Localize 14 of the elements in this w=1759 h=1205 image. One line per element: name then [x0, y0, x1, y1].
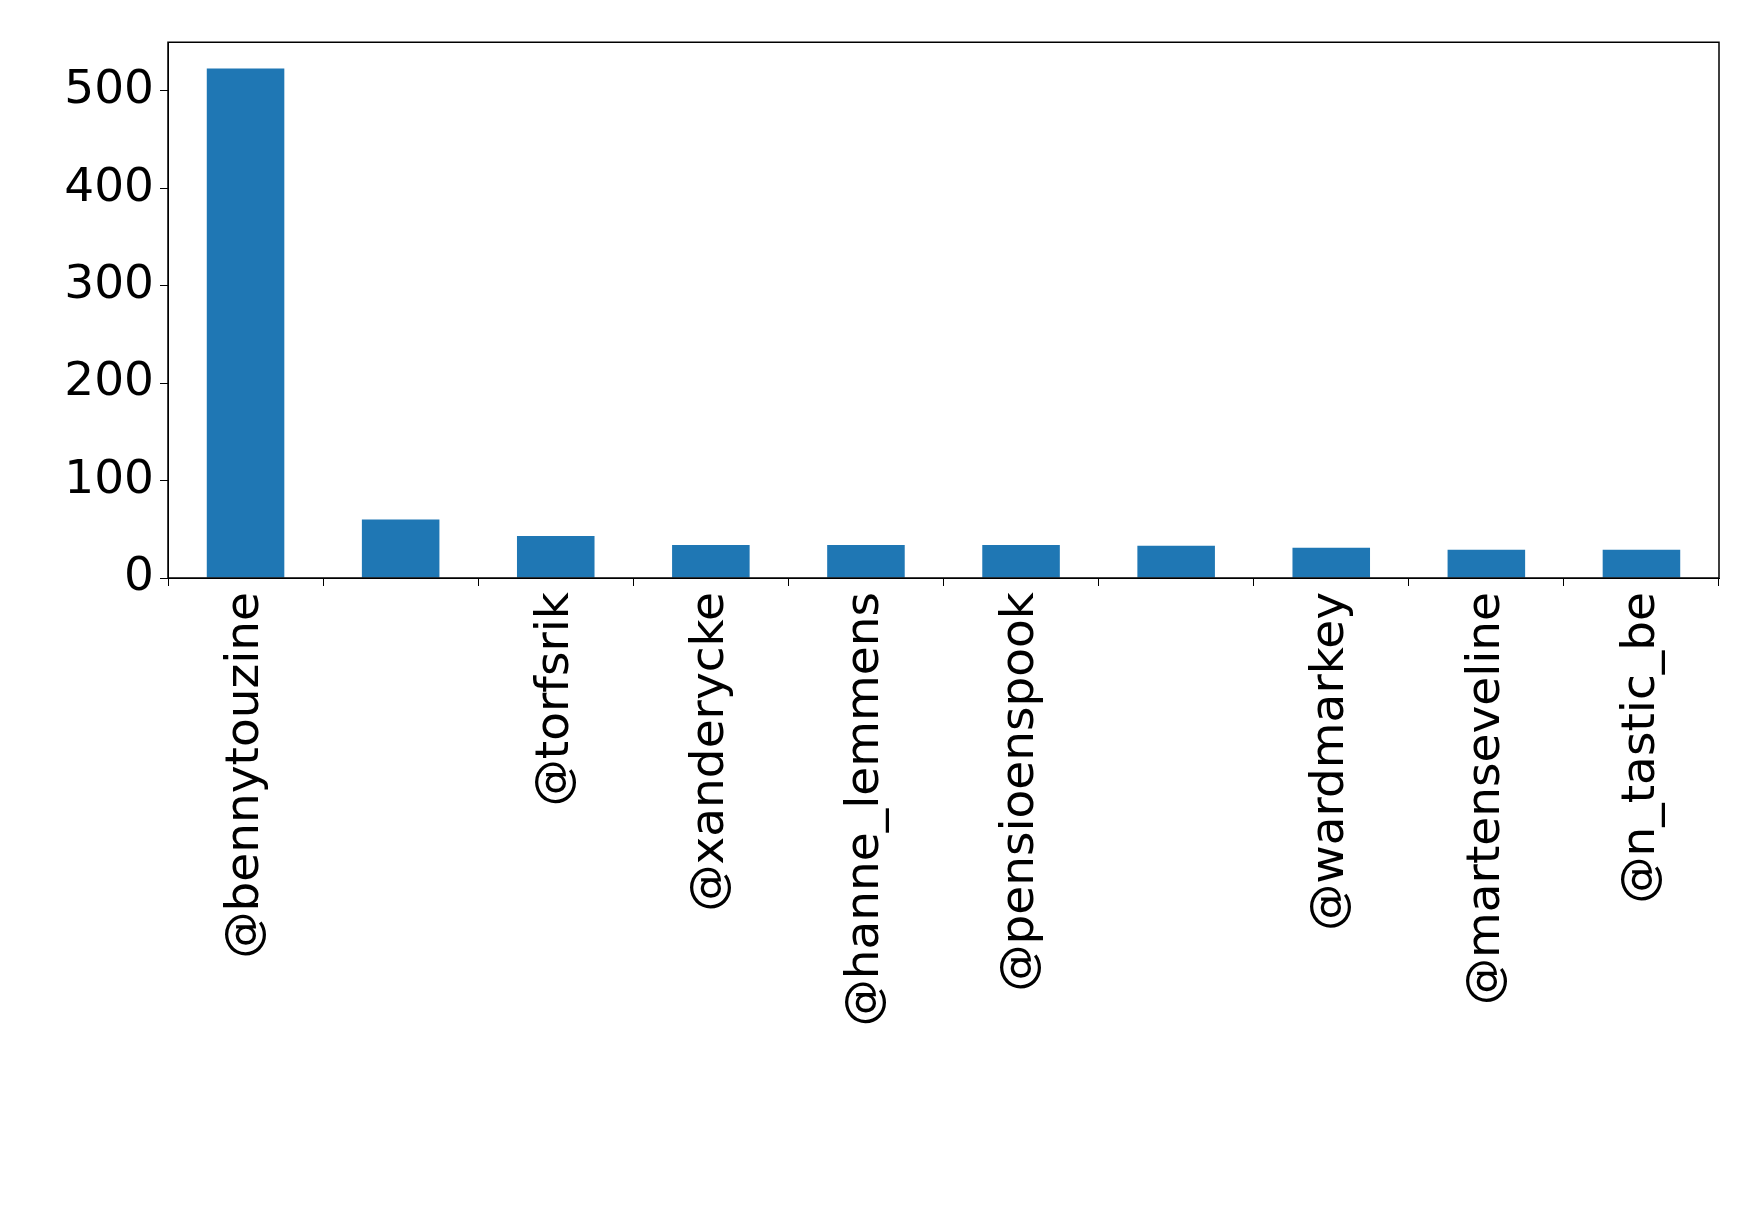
- y-tick-label: 100: [64, 448, 154, 504]
- x-tick-label: @wardmarkey: [1299, 592, 1355, 931]
- x-tick-label: @xanderycke: [679, 592, 735, 912]
- y-tick-label: 300: [64, 253, 154, 309]
- x-tick-label: @martenseveline: [1454, 592, 1510, 1005]
- x-tick-label: @torfsrik: [523, 591, 579, 807]
- y-tick-label: 0: [124, 546, 154, 602]
- x-tick-label: @bennytouzine: [213, 592, 269, 959]
- x-tick-label: @pensioenspook: [989, 591, 1045, 992]
- x-tick-label: @n_tastic_be: [1609, 592, 1665, 904]
- y-tick-label: 400: [64, 156, 154, 212]
- x-tick-label: @hanne_lemmens: [834, 592, 890, 1027]
- y-tick-label: 500: [64, 59, 154, 115]
- y-tick-label: 200: [64, 351, 154, 407]
